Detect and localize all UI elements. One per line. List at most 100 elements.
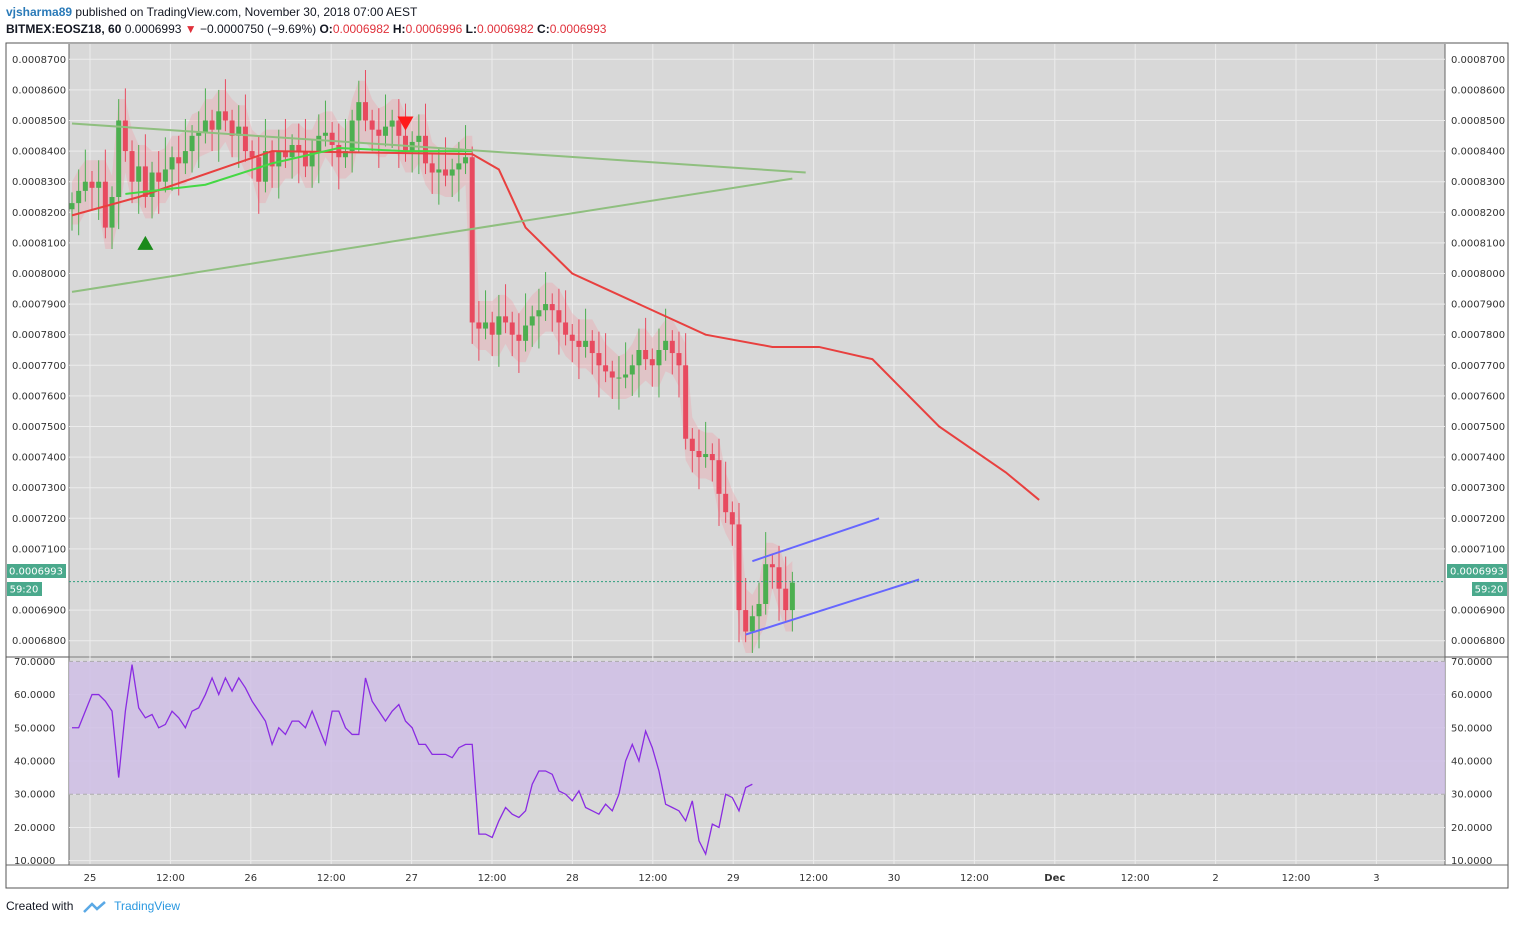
x-tick: 28	[566, 873, 579, 884]
high-value: 0.0006996	[405, 22, 463, 36]
candle-body	[656, 350, 662, 366]
candle-body	[436, 169, 442, 173]
buy-signal-up-triangle-icon	[137, 235, 154, 250]
rsi-band	[69, 661, 1445, 795]
candle-body	[169, 157, 175, 170]
candle-body	[489, 322, 495, 335]
published-text: published on TradingView.com, November 3…	[75, 5, 418, 19]
low-label: L:	[465, 22, 477, 36]
y-tick-left: 0.0007200	[12, 514, 66, 525]
y-tick-left: 0.0007300	[12, 483, 66, 494]
y-tick-left: 0.0007800	[12, 330, 66, 341]
low-value: 0.0006982	[476, 22, 534, 36]
candle-body	[322, 132, 328, 136]
y-tick-left: 0.0008400	[12, 147, 66, 158]
y-tick-left: 0.0008700	[12, 55, 66, 66]
countdown-badge-left-box	[7, 582, 42, 596]
candle-body	[156, 172, 162, 182]
candle-body	[723, 493, 729, 513]
candle-body	[249, 151, 255, 158]
candle-body	[563, 322, 569, 335]
x-tick: 12:00	[638, 873, 667, 884]
y-tick-left: 0.0006900	[12, 606, 66, 617]
symbol-name[interactable]: BITMEX:EOSZ18, 60	[6, 22, 122, 36]
channel-line	[752, 517, 880, 563]
candle-body	[69, 203, 75, 210]
candle-body	[236, 126, 242, 136]
x-tick: 12:00	[478, 873, 507, 884]
rsi-tick-right: 60.0000	[1451, 690, 1492, 701]
candle-body	[716, 460, 722, 494]
candle-body	[276, 151, 282, 167]
candle-body	[743, 610, 749, 632]
footer: Created with TradingView	[6, 899, 180, 913]
candle-body	[349, 120, 355, 152]
channel-line	[745, 578, 920, 636]
candle-body	[396, 120, 402, 136]
rsi-tick-right: 10.0000	[1451, 856, 1492, 867]
candle-body	[162, 169, 168, 182]
candle-body	[496, 316, 502, 335]
candle-body	[556, 310, 562, 323]
y-tick-left: 0.0006800	[12, 636, 66, 647]
y-tick-left: 0.0007700	[12, 361, 66, 372]
y-tick-left: 0.0008200	[12, 208, 66, 219]
candle-body	[629, 365, 635, 375]
y-tick-left: 0.0007600	[12, 391, 66, 402]
down-arrow-icon: ▼	[184, 22, 197, 36]
candle-body	[102, 181, 108, 228]
price-envelope	[72, 80, 793, 653]
candle-body	[302, 151, 308, 167]
x-tick: Dec	[1044, 873, 1065, 884]
trendline	[71, 122, 806, 174]
y-tick-left: 0.0007400	[12, 453, 66, 464]
price-change: −0.0000750 (−9.69%)	[200, 22, 317, 36]
candle-body	[329, 132, 335, 145]
open-value: 0.0006982	[332, 22, 390, 36]
rsi-tick-left: 40.0000	[14, 757, 55, 768]
candle-body	[342, 151, 348, 158]
axis-labels: 0.0008700 0.0008700 0.0008600 0.0008600 0.00…	[12, 55, 1505, 884]
candle-body	[469, 157, 475, 323]
rsi-tick-right: 70.0000	[1451, 657, 1492, 668]
x-tick: 29	[727, 873, 740, 884]
rsi-tick-left: 20.0000	[14, 823, 55, 834]
high-label: H:	[392, 22, 406, 36]
candle-body	[443, 169, 449, 176]
candle-body	[763, 564, 769, 604]
countdown-badge-right-box	[1472, 582, 1507, 596]
price-badge-right-price: 0.0006993	[1450, 567, 1504, 578]
price-badge-right-box	[1447, 564, 1507, 578]
candle-body	[196, 132, 202, 136]
candle-body	[709, 454, 715, 461]
candle-body	[689, 438, 695, 451]
candle-body	[623, 374, 629, 378]
candle-body	[456, 163, 462, 170]
candle-body	[356, 102, 362, 121]
tradingview-link[interactable]: TradingView	[114, 899, 181, 913]
x-tick: 2	[1212, 873, 1218, 884]
candle-body	[523, 325, 529, 341]
candle-body	[663, 340, 669, 350]
candle-body	[209, 120, 215, 130]
candle-body	[362, 102, 368, 121]
candle-body	[583, 340, 589, 347]
x-tick: 25	[84, 873, 97, 884]
candle-body	[376, 129, 382, 136]
x-tick: 12:00	[799, 873, 828, 884]
candle-body	[589, 340, 595, 354]
y-tick-left: 0.0008600	[12, 85, 66, 96]
candle-body	[423, 135, 429, 164]
candle-body	[429, 163, 435, 173]
author-link[interactable]: vjsharma89	[6, 5, 73, 19]
tradingview-logo-icon	[82, 900, 106, 913]
candle-body	[769, 564, 775, 568]
candle-body	[129, 151, 135, 182]
moving-average-line	[125, 147, 473, 195]
y-tick-left: 0.0008300	[12, 177, 66, 188]
candle-body	[202, 120, 208, 133]
x-tick: 12:00	[317, 873, 346, 884]
y-tick-right: 0.0006800	[1451, 636, 1505, 647]
y-tick-right: 0.0007400	[1451, 453, 1505, 464]
